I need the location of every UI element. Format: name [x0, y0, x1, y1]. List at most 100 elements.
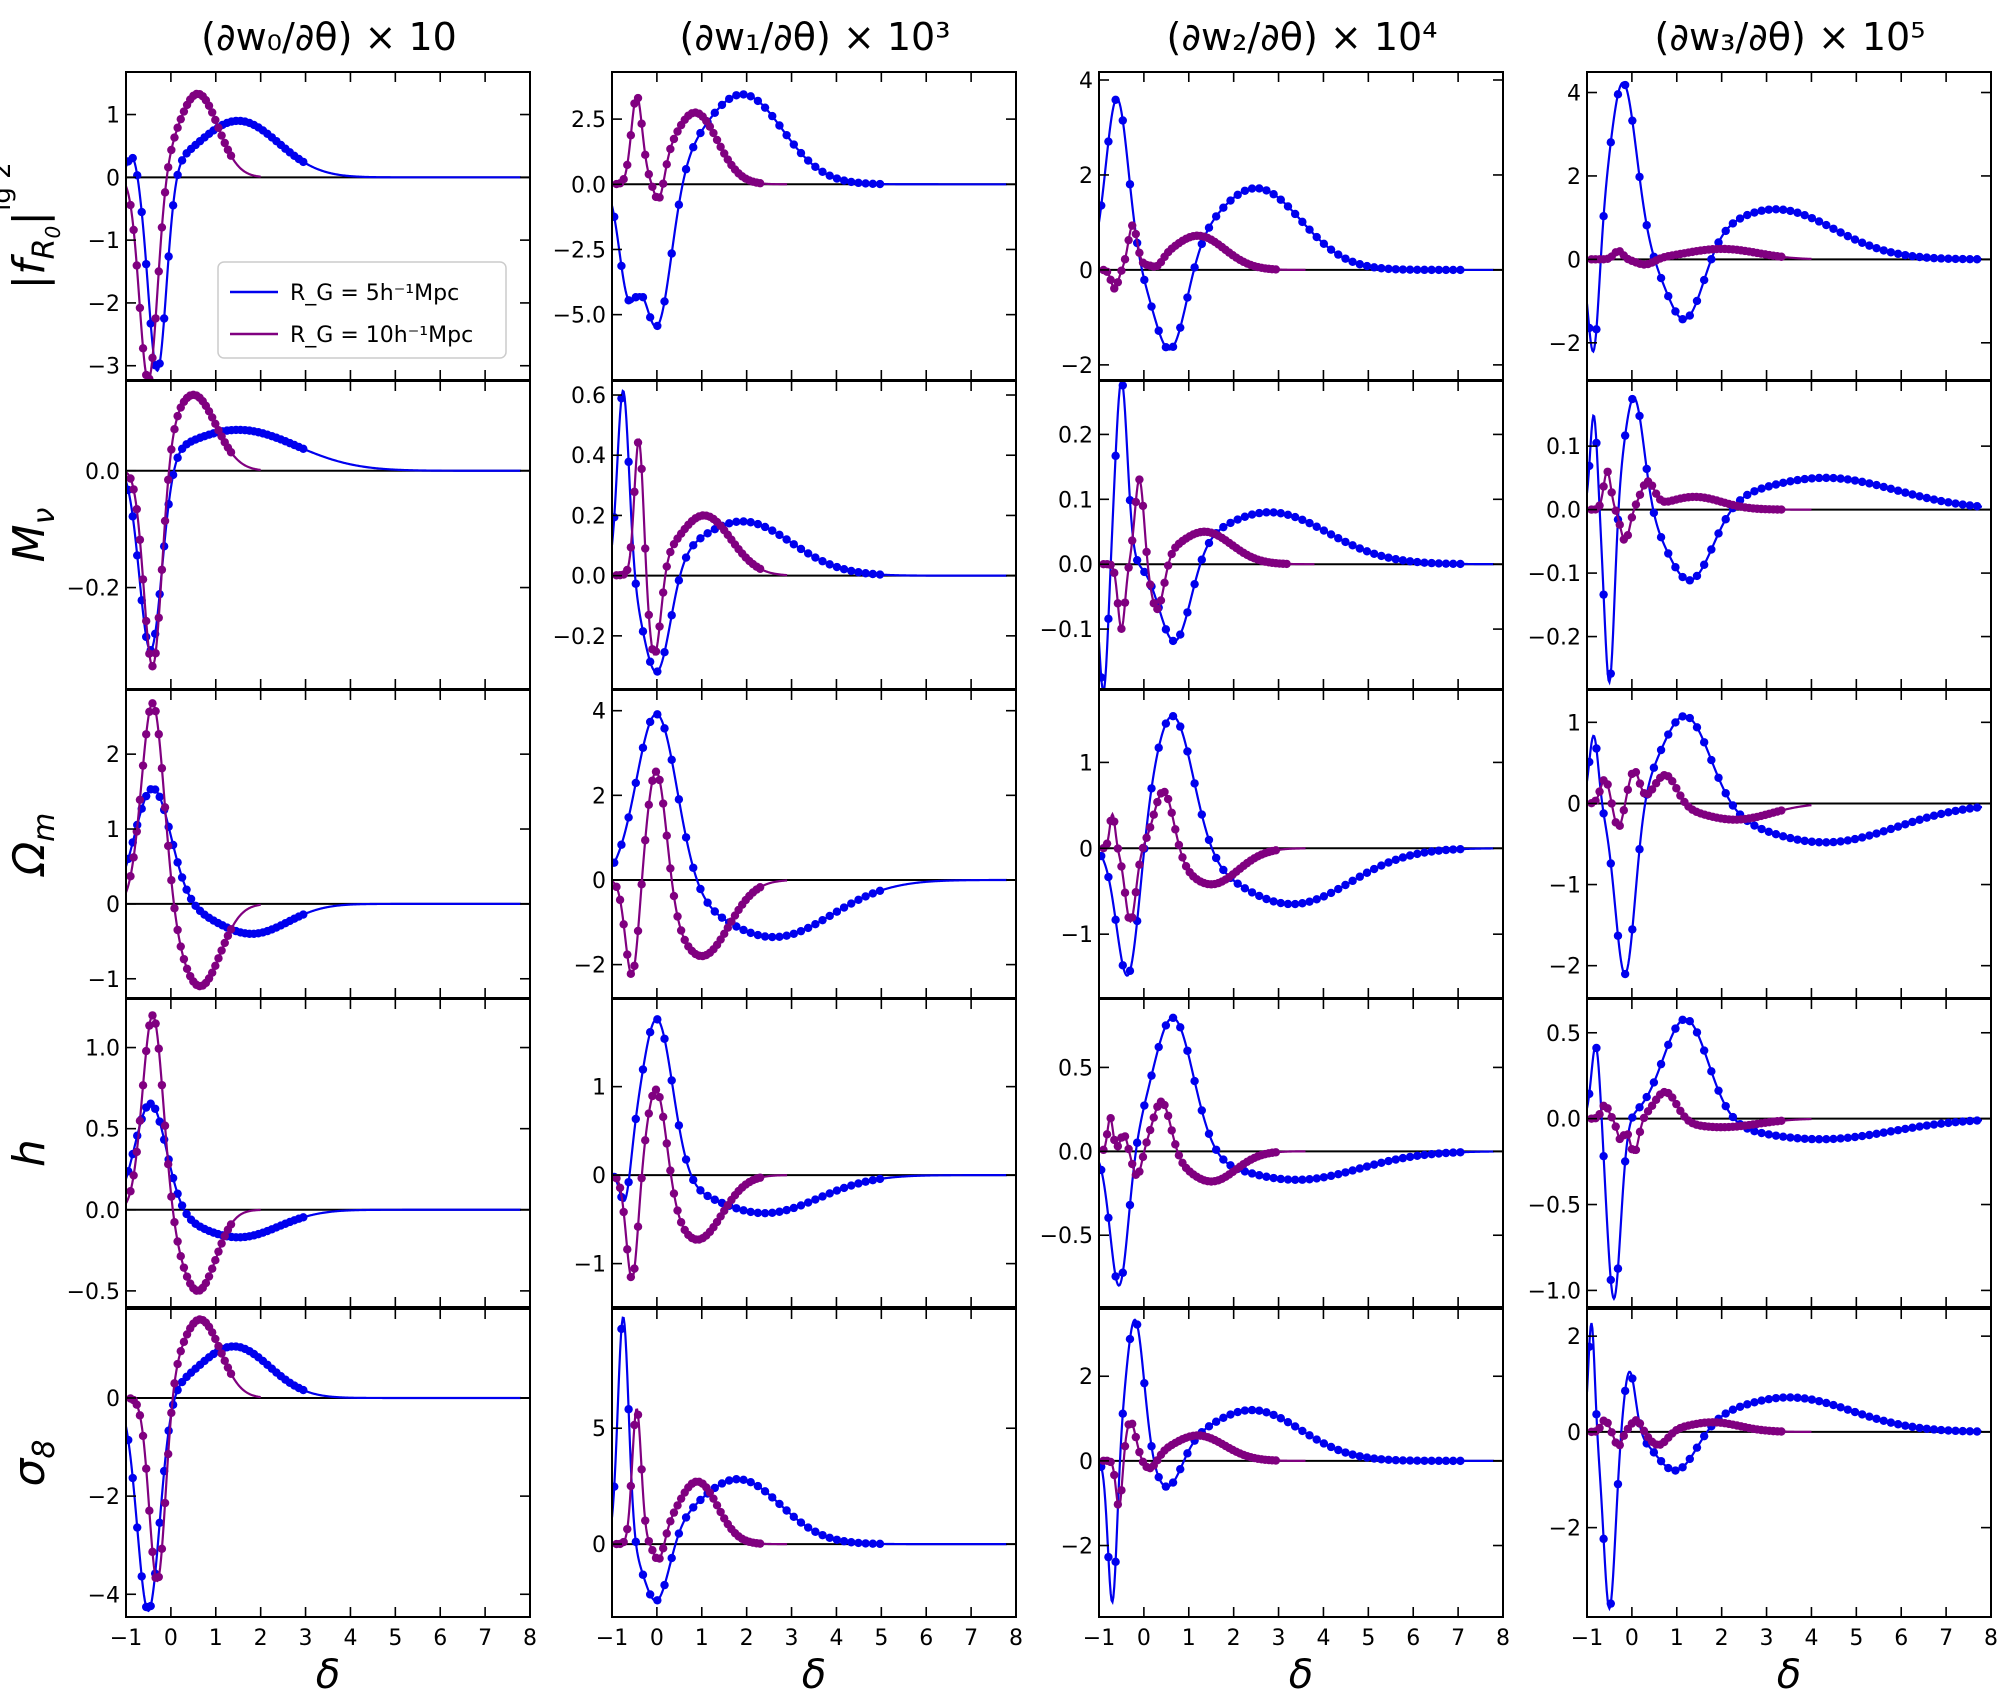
- y-tick-label: 2: [1079, 1365, 1093, 1390]
- data-point: [1692, 1443, 1702, 1452]
- data-point: [1211, 1417, 1221, 1426]
- data-point: [1822, 220, 1831, 230]
- data-point: [1764, 482, 1774, 491]
- data-point: [1592, 744, 1601, 753]
- data-point: [811, 1195, 820, 1204]
- data-point: [1944, 254, 1953, 263]
- data-point: [1131, 888, 1141, 897]
- data-point: [1743, 1400, 1752, 1409]
- data-point: [1334, 1170, 1343, 1179]
- data-point: [1743, 210, 1752, 220]
- data-point: [875, 1539, 885, 1549]
- data-point: [1131, 1432, 1141, 1442]
- data-point: [645, 1590, 655, 1599]
- data-point: [1197, 555, 1207, 564]
- y-tick-label: 0: [1567, 792, 1581, 817]
- column-title-0: (∂w₀/∂θ) × 10: [201, 15, 457, 59]
- data-point: [1298, 899, 1307, 908]
- data-point: [732, 91, 741, 100]
- data-point: [1262, 1172, 1271, 1181]
- data-point: [775, 121, 784, 130]
- series-line: [1587, 81, 1983, 354]
- data-point: [696, 884, 705, 894]
- data-point: [1800, 836, 1809, 846]
- series-line: [1099, 381, 1495, 689]
- data-point: [170, 133, 179, 142]
- data-point: [674, 200, 684, 209]
- data-point: [1183, 1046, 1192, 1055]
- data-point: [637, 880, 646, 889]
- data-point: [1922, 1121, 1932, 1130]
- data-point: [1377, 551, 1386, 561]
- data-point: [1118, 381, 1127, 390]
- data-point: [825, 171, 834, 180]
- data-point: [1822, 473, 1831, 483]
- data-point: [1647, 1101, 1657, 1110]
- data-point: [1240, 512, 1250, 521]
- data-point: [1886, 1418, 1896, 1427]
- data-point: [1117, 862, 1126, 871]
- data-point: [1113, 1500, 1123, 1509]
- data-point: [1786, 1393, 1795, 1402]
- data-point: [1944, 1118, 1953, 1128]
- data-point: [633, 1410, 643, 1419]
- data-point: [223, 931, 233, 940]
- data-point: [1908, 1123, 1917, 1132]
- x-axis-label: δ: [316, 1652, 340, 1698]
- data-point: [666, 1166, 675, 1175]
- data-point: [1138, 843, 1148, 853]
- data-point: [176, 114, 185, 124]
- panel-r1-c1: −0.2 0.0 0.2 0.4 0.6: [553, 380, 1017, 690]
- data-point: [226, 151, 236, 160]
- data-point: [1936, 496, 1946, 506]
- data-point: [1619, 806, 1629, 815]
- data-point: [1656, 745, 1666, 755]
- data-point: [1886, 1127, 1896, 1136]
- data-point: [1183, 608, 1192, 617]
- panel-r4-c2: −2 0 2 −1 0 1 2 3 4 5 6 7 8: [1061, 1308, 1510, 1651]
- data-point: [150, 785, 160, 794]
- data-point: [615, 895, 625, 905]
- y-tick-label: −1: [88, 229, 120, 254]
- data-point: [1750, 487, 1759, 496]
- data-point: [1829, 837, 1838, 847]
- data-point: [641, 150, 650, 160]
- data-point: [1664, 1040, 1673, 1050]
- data-point: [1757, 824, 1766, 834]
- series-s10: [1099, 1419, 1306, 1510]
- data-point: [875, 1174, 885, 1184]
- row-label-2: Ωm: [4, 813, 62, 878]
- data-point: [148, 699, 157, 708]
- data-point: [1456, 1456, 1465, 1466]
- y-tick-label: 0: [1567, 248, 1581, 273]
- data-point: [1147, 1442, 1156, 1451]
- y-tick-label: 1: [106, 104, 120, 129]
- y-tick-label: 0.5: [1546, 1022, 1581, 1047]
- data-point: [1611, 1122, 1620, 1131]
- data-point: [1951, 1117, 1960, 1127]
- data-point: [1312, 895, 1321, 904]
- data-point: [723, 923, 733, 932]
- data-point: [182, 1209, 191, 1219]
- x-tick-label: 1: [1670, 1626, 1684, 1651]
- data-point: [1319, 892, 1329, 901]
- y-tick-label: 0: [1079, 1450, 1093, 1475]
- data-point: [157, 1544, 167, 1554]
- data-point: [875, 179, 885, 189]
- data-point: [1958, 500, 1967, 509]
- data-point: [1771, 1131, 1781, 1140]
- data-point: [1778, 205, 1788, 214]
- data-point: [177, 873, 187, 882]
- data-point: [1857, 1410, 1867, 1419]
- x-tick-label: 0: [1137, 1626, 1151, 1651]
- y-tick-label: 0.0: [1058, 1140, 1093, 1165]
- data-point: [1886, 248, 1896, 257]
- data-point: [1623, 1130, 1633, 1139]
- data-point: [717, 100, 727, 110]
- data-point: [1595, 1423, 1604, 1433]
- data-point: [696, 1495, 705, 1505]
- data-point: [1692, 571, 1702, 581]
- data-point: [1707, 755, 1716, 765]
- data-point: [1587, 1089, 1594, 1099]
- data-point: [1226, 1410, 1235, 1419]
